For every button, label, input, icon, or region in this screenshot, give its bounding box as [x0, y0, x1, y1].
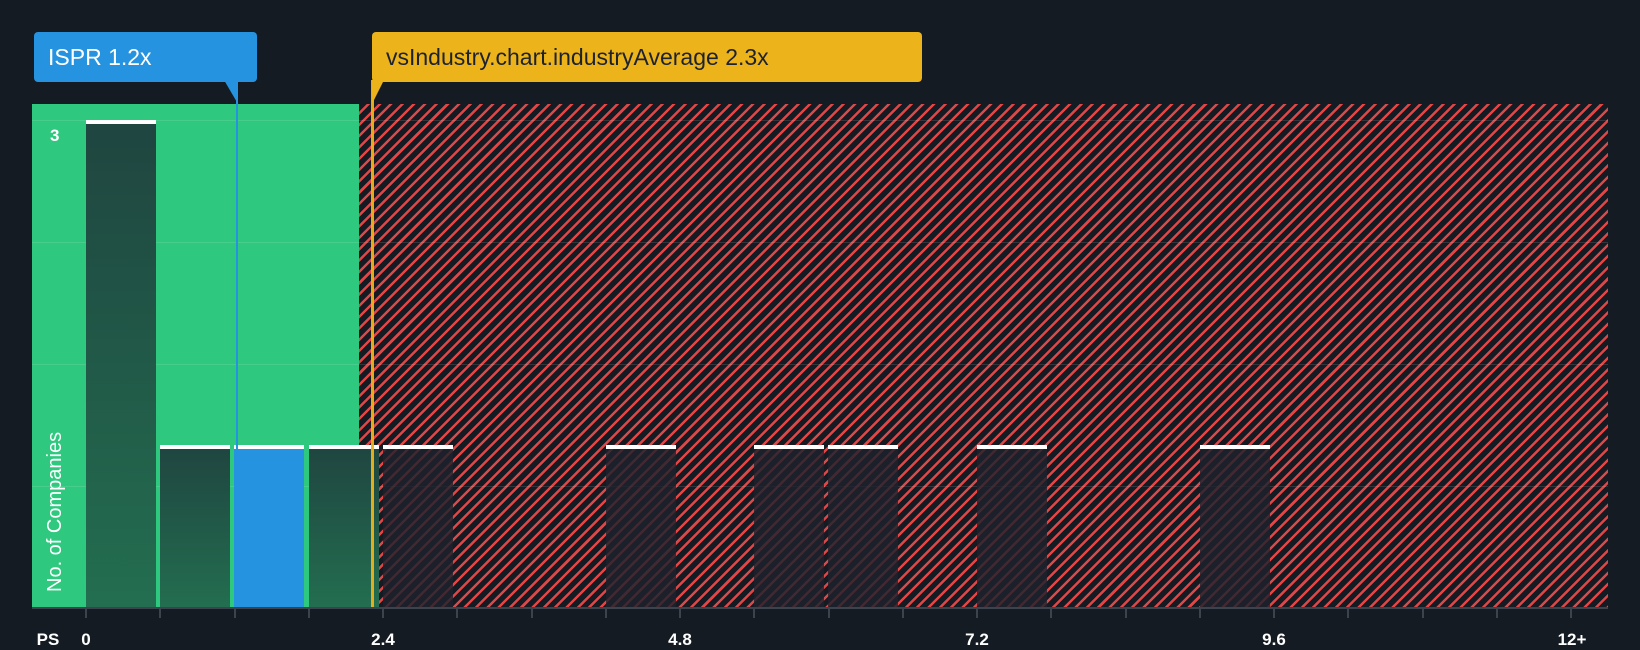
x-tick-mark — [85, 609, 87, 618]
gridline — [32, 120, 1608, 121]
histogram-bar[interactable] — [309, 445, 379, 608]
x-tick-mark — [1495, 609, 1498, 618]
x-tick-mark — [233, 609, 236, 618]
company-callout-pointer — [224, 80, 238, 104]
x-tick-mark — [901, 609, 904, 618]
x-tick-label-12-plus: 12+ — [1557, 630, 1587, 649]
above-average-zone — [359, 104, 1608, 608]
x-tick-label-0: 0 — [81, 630, 91, 649]
x-tick-mark — [1198, 609, 1201, 618]
histogram-bar-company[interactable] — [234, 445, 304, 608]
gridline — [32, 242, 1608, 243]
x-tick-mark — [753, 609, 756, 618]
y-tick-3: 3 — [50, 126, 60, 145]
company-callout: ISPR 1.2x — [34, 32, 257, 82]
x-tick-mark — [976, 609, 978, 618]
company-marker-line — [236, 80, 238, 608]
gridline — [32, 364, 1608, 365]
histogram-bar[interactable] — [86, 120, 156, 608]
x-tick-mark — [159, 609, 162, 618]
plot-area: 3 No. of Companies — [32, 80, 1608, 608]
x-tick-label-7-2: 7.2 — [965, 630, 989, 649]
y-axis-label: No. of Companies — [44, 431, 66, 592]
x-tick-label-2-4: 2.4 — [371, 630, 395, 649]
histogram-bar[interactable] — [160, 445, 230, 608]
x-axis-label: PS — [36, 630, 60, 649]
x-tick-mark — [530, 609, 533, 618]
x-axis-line — [32, 607, 1608, 609]
x-tick-mark — [604, 609, 607, 618]
histogram-bar[interactable] — [383, 445, 453, 608]
histogram-bar[interactable] — [828, 445, 898, 608]
histogram-bar[interactable] — [606, 445, 676, 608]
x-tick-mark — [456, 609, 459, 618]
x-tick-mark — [1347, 609, 1350, 618]
x-tick-mark — [827, 609, 830, 618]
x-tick-mark — [1570, 609, 1572, 618]
histogram-bar[interactable] — [977, 445, 1047, 608]
industry-average-callout-label: vsIndustry.chart.industryAverage 2.3x — [386, 44, 769, 70]
x-tick-label-9-6: 9.6 — [1262, 630, 1286, 649]
x-tick-mark — [1273, 609, 1275, 618]
x-tick-mark — [1124, 609, 1127, 618]
industry-callout-pointer — [372, 80, 384, 104]
histogram-bar[interactable] — [1200, 445, 1270, 608]
x-tick-label-4-8: 4.8 — [668, 630, 692, 649]
histogram-bar[interactable] — [754, 445, 824, 608]
x-tick-mark — [382, 609, 384, 618]
x-tick-mark — [679, 609, 681, 618]
industry-average-callout: vsIndustry.chart.industryAverage 2.3x — [372, 32, 922, 82]
x-tick-mark — [307, 609, 310, 618]
x-tick-mark — [1050, 609, 1053, 618]
company-callout-label: ISPR 1.2x — [48, 44, 152, 70]
industry-average-marker-line — [371, 80, 374, 608]
x-tick-mark — [1421, 609, 1424, 618]
